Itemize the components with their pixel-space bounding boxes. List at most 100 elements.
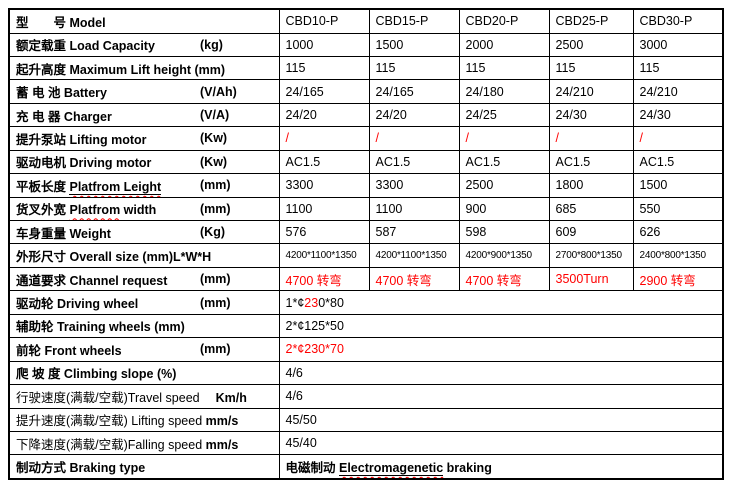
- value-platform-width-col2: 1100: [368, 196, 460, 222]
- lifting-motor-value-text: /: [465, 131, 469, 146]
- value-overall-size-col2: 4200*1100*1350: [368, 243, 460, 268]
- braking-type-value-text: Electromagenetic: [338, 461, 444, 477]
- row-battery: 蓄 电 池 Battery (V/Ah) 24/165 24/165 24/180 24/…: [8, 79, 724, 104]
- weight-label-text: 车身重量 Weight: [16, 226, 111, 241]
- value-driving-motor-col4: AC1.5: [548, 149, 634, 175]
- value-lifting-motor-col3: /: [458, 126, 550, 151]
- row-load-capacity: 额定载重 Load Capacity (kg) 1000 1500 2000 2500 30…: [8, 32, 724, 57]
- charger-value-text: 24/20: [285, 108, 317, 123]
- platform-width-label-text: 货叉外宽: [16, 203, 70, 218]
- label-channel-request: 通道要求 Channel request (mm): [8, 266, 280, 292]
- value-weight-col3: 598: [458, 220, 550, 245]
- platform-length-value-text: 1800: [555, 178, 584, 193]
- label-overall-size: 外形尺寸 Overall size (mm)L*W*H: [8, 243, 280, 268]
- driving-motor-value-text: AC1.5: [285, 154, 321, 169]
- row-max-lift-height: 起升高度 Maximum Lift height (mm) 115 115 115 11…: [8, 55, 724, 81]
- label-front-wheels: 前轮 Front wheels (mm): [8, 337, 280, 362]
- value-platform-width-col3: 900: [458, 196, 550, 222]
- row-platform-length: 平板长度 Platfrom Leight (mm) 3300 3300 2500 1800…: [8, 173, 724, 198]
- value-driving-motor-col3: AC1.5: [458, 149, 550, 175]
- value-overall-size-col4: 2700*800*1350: [548, 243, 634, 268]
- platform-length-value-text: 2500: [465, 178, 494, 193]
- value-channel-request-col2: 4700 转弯: [368, 266, 460, 292]
- lifting-motor-value-text: /: [639, 131, 643, 146]
- platform-length-value-text: 3300: [375, 178, 404, 193]
- value-battery-col2: 24/165: [368, 79, 460, 104]
- channel-request-value-text: 2900 转弯: [639, 273, 696, 288]
- charger-value-text: 24/30: [555, 108, 587, 123]
- platform-width-value-text: 1100: [285, 201, 313, 216]
- front-wheels-label-text: 前轮 Front wheels: [16, 343, 122, 358]
- value-battery-col3: 24/180: [458, 79, 550, 104]
- value-model-col4: CBD25-P: [548, 8, 634, 34]
- max-lift-height-value-text: 115: [465, 61, 486, 76]
- row-overall-size: 外形尺寸 Overall size (mm)L*W*H 4200*1100*135…: [8, 243, 724, 268]
- value-driving-motor-col1: AC1.5: [278, 149, 370, 175]
- driving-motor-label-text: 驱动电机 Driving motor: [16, 156, 152, 171]
- value-charger-col3: 24/25: [458, 102, 550, 128]
- spec-table-body: 型 号 Model CBD10-P CBD15-P CBD20-P CBD25-P CBD…: [8, 8, 724, 480]
- platform-width-value-text: 1100: [375, 201, 403, 216]
- value-overall-size-col1: 4200*1100*1350: [278, 243, 370, 268]
- platform-width-value-text: 550: [639, 201, 661, 216]
- value-charger-col5: 24/30: [632, 102, 724, 128]
- channel-request-value-text: 3500Turn: [555, 272, 609, 287]
- model-value-text: CBD20-P: [465, 14, 519, 29]
- unit-load-capacity: (kg): [200, 37, 223, 52]
- battery-value-text: 24/165: [285, 84, 324, 99]
- unit-weight: (Kg): [200, 225, 225, 240]
- load-capacity-value-text: 1500: [375, 37, 404, 52]
- spec-table: 型 号 Model CBD10-P CBD15-P CBD20-P CBD25-P CBD…: [8, 8, 724, 480]
- weight-value-text: 598: [465, 225, 487, 240]
- travel-speed-value-text: 4/6: [285, 389, 303, 404]
- row-lifting-motor: 提升泵站 Lifting motor (Kw) / / / / /: [8, 126, 724, 151]
- row-front-wheels: 前轮 Front wheels (mm) 2*¢230*70: [8, 337, 724, 362]
- value-lifting-speed: 45/50: [278, 407, 724, 432]
- label-climbing-slope: 爬 坡 度 Climbing slope (%): [8, 360, 280, 386]
- label-travel-speed: 行驶速度(满载/空载)Travel speed Km/h: [8, 384, 280, 409]
- braking-type-value-text: 电磁制动: [285, 461, 339, 476]
- load-capacity-value-text: 3000: [639, 37, 668, 52]
- driving-wheel-value-text: 1*¢: [285, 295, 305, 310]
- battery-value-text: 24/210: [639, 84, 678, 99]
- charger-value-text: 24/20: [375, 108, 407, 123]
- lifting-motor-value-text: /: [375, 131, 379, 146]
- value-climbing-slope: 4/6: [278, 360, 724, 386]
- travel-speed-label-text: 行驶速度(满载/空载)Travel speed: [16, 390, 200, 405]
- weight-value-text: 587: [375, 225, 397, 240]
- channel-request-value-text: 4700 转弯: [465, 273, 522, 288]
- row-driving-motor: 驱动电机 Driving motor (Kw) AC1.5 AC1.5 AC1.5 AC1…: [8, 149, 724, 175]
- value-load-capacity-col3: 2000: [458, 32, 550, 57]
- charger-value-text: 24/25: [465, 108, 497, 123]
- unit-lifting-motor: (Kw): [200, 131, 228, 146]
- lifting-motor-value-text: /: [285, 131, 289, 146]
- value-channel-request-col1: 4700 转弯: [278, 266, 370, 292]
- value-platform-length-col1: 3300: [278, 173, 370, 198]
- battery-value-text: 24/165: [375, 84, 414, 99]
- value-platform-length-col4: 1800: [548, 173, 634, 198]
- value-max-lift-height-col5: 115: [632, 55, 724, 81]
- platform-length-label-text: Platfrom Leight: [69, 179, 162, 195]
- row-driving-wheel: 驱动轮 Driving wheel (mm) 1*¢230*80: [8, 290, 724, 315]
- lifting-speed-label-text: mm/s: [205, 414, 239, 429]
- row-platform-width: 货叉外宽 Platfrom width (mm) 1100 1100 900 685 550: [8, 196, 724, 222]
- value-overall-size-col5: 2400*800*1350: [632, 243, 724, 268]
- channel-request-value-text: 4700 转弯: [375, 273, 432, 288]
- value-overall-size-col3: 4200*900*1350: [458, 243, 550, 268]
- value-channel-request-col4: 3500Turn: [548, 266, 634, 292]
- row-charger: 充 电 器 Charger (V/A) 24/20 24/20 24/25 24/30 24…: [8, 102, 724, 128]
- row-channel-request: 通道要求 Channel request (mm) 4700 转弯 4700 转弯 47…: [8, 266, 724, 292]
- label-max-lift-height: 起升高度 Maximum Lift height (mm): [8, 55, 280, 81]
- model-label-text: 型 号 Model: [16, 15, 106, 30]
- value-charger-col2: 24/20: [368, 102, 460, 128]
- value-charger-col4: 24/30: [548, 102, 634, 128]
- front-wheels-value-text: 2*¢230*70: [285, 342, 344, 357]
- value-load-capacity-col5: 3000: [632, 32, 724, 57]
- value-channel-request-col3: 4700 转弯: [458, 266, 550, 292]
- value-load-capacity-col2: 1500: [368, 32, 460, 57]
- battery-value-text: 24/210: [555, 84, 594, 99]
- driving-wheel-value-text: 23: [304, 295, 319, 310]
- row-lifting-speed: 提升速度(满载/空载) Lifting speed mm/s 45/50: [8, 407, 724, 432]
- value-driving-wheel: 1*¢230*80: [278, 290, 724, 315]
- value-channel-request-col5: 2900 转弯: [632, 266, 724, 292]
